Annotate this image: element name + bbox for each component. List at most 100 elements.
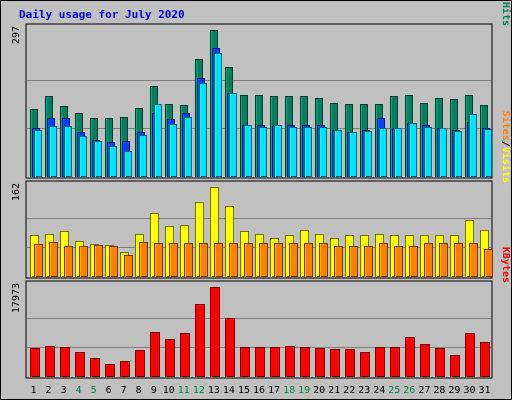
bar-kbytes-day-12 xyxy=(195,304,205,377)
bar-sites-day-24 xyxy=(379,243,388,277)
x-tick-label: 26 xyxy=(403,385,415,396)
bar-kbytes-day-1 xyxy=(30,348,40,377)
bar-kbytes-day-23 xyxy=(360,352,370,377)
bar-kbytes-day-18 xyxy=(285,346,295,377)
panel-visits-sites: 162 Sites/Visits xyxy=(11,111,512,279)
bar-kbytes-day-5 xyxy=(90,358,100,377)
x-tick-label: 9 xyxy=(151,385,157,396)
bar-sites-day-25 xyxy=(394,246,403,277)
bar-kbytes-day-3 xyxy=(60,347,70,377)
bar-kbytes-day-27 xyxy=(420,344,430,377)
bar-kbytes-day-8 xyxy=(135,350,145,377)
bar-pages-day-24 xyxy=(379,128,387,177)
series-kbytes xyxy=(30,287,490,377)
bar-sites-day-14 xyxy=(229,243,238,277)
bar-kbytes-day-11 xyxy=(180,333,190,377)
bar-kbytes-day-22 xyxy=(345,349,355,377)
bar-sites-day-4 xyxy=(79,246,88,277)
bar-pages-day-7 xyxy=(124,151,132,177)
bar-pages-day-31 xyxy=(484,129,492,177)
bar-pages-day-15 xyxy=(244,125,252,177)
bar-sites-day-11 xyxy=(184,243,193,277)
bar-sites-day-19 xyxy=(304,243,313,277)
bar-sites-day-29 xyxy=(454,243,463,277)
x-tick-label: 2 xyxy=(45,385,51,396)
bar-sites-day-3 xyxy=(64,246,73,277)
bar-kbytes-day-10 xyxy=(165,339,175,377)
series-pages xyxy=(34,53,492,177)
bar-kbytes-day-21 xyxy=(330,349,340,377)
x-tick-label: 25 xyxy=(388,385,400,396)
bar-pages-day-25 xyxy=(394,128,402,177)
legend-label: Pages/Files/Hits xyxy=(500,0,512,26)
panel-hits-files-pages: 297 Pages/Files/Hits xyxy=(11,0,512,179)
bar-kbytes-day-29 xyxy=(450,355,460,377)
bar-kbytes-day-25 xyxy=(390,347,400,377)
bar-pages-day-5 xyxy=(94,141,102,177)
x-tick-label: 6 xyxy=(106,385,112,396)
series-sites xyxy=(34,242,493,277)
bar-sites-day-17 xyxy=(274,243,283,277)
x-tick-label: 23 xyxy=(358,385,370,396)
x-tick-label: 12 xyxy=(193,385,205,396)
legend-entry: KBytes xyxy=(500,247,511,283)
bar-kbytes-day-17 xyxy=(270,347,280,377)
bar-sites-day-27 xyxy=(424,243,433,277)
bar-pages-day-18 xyxy=(289,127,297,177)
x-tick-label: 3 xyxy=(61,385,67,396)
bar-pages-day-6 xyxy=(109,146,117,177)
bar-kbytes-day-13 xyxy=(210,287,220,377)
bar-kbytes-day-9 xyxy=(150,332,160,377)
bar-sites-day-10 xyxy=(169,243,178,277)
bar-pages-day-2 xyxy=(49,126,57,177)
x-tick-label: 1 xyxy=(30,385,36,396)
bar-kbytes-day-28 xyxy=(435,348,445,377)
legend-entry: Hits xyxy=(500,2,512,26)
bar-pages-day-20 xyxy=(319,127,327,177)
legend-entry: / xyxy=(500,0,511,2)
y-max-label: 297 xyxy=(11,26,22,44)
bar-sites-day-2 xyxy=(49,242,58,277)
bar-sites-day-9 xyxy=(154,243,163,277)
bar-sites-day-15 xyxy=(244,243,253,277)
bar-sites-day-23 xyxy=(364,246,373,277)
bar-kbytes-day-26 xyxy=(405,337,415,377)
bar-kbytes-day-30 xyxy=(465,333,475,377)
panel-kbytes: 17973 KBytes xyxy=(11,247,511,379)
y-max-label: 162 xyxy=(11,183,22,201)
bar-kbytes-day-4 xyxy=(75,352,85,377)
legend-label: KBytes xyxy=(500,247,511,283)
x-tick-label: 24 xyxy=(373,385,385,396)
bar-sites-day-5 xyxy=(94,245,103,277)
bar-kbytes-day-31 xyxy=(480,342,490,377)
bar-sites-day-18 xyxy=(289,243,298,277)
x-axis-labels: 1 2 3 4 5 6 7 8 9 10 11 12 13 14 15 16 17 18 19 20 21 22 23 24 2… xyxy=(30,385,490,396)
bar-kbytes-day-20 xyxy=(315,348,325,377)
chart-panels: 297 Pages/Files/Hits 162Sites/Visits17973K… xyxy=(11,0,512,379)
bar-pages-day-12 xyxy=(199,83,207,177)
bar-sites-day-6 xyxy=(109,246,118,277)
x-tick-label: 29 xyxy=(448,385,460,396)
bar-sites-day-30 xyxy=(469,243,478,277)
bar-kbytes-day-6 xyxy=(105,364,115,377)
x-tick-label: 18 xyxy=(283,385,295,396)
bar-sites-day-28 xyxy=(439,243,448,277)
bar-pages-day-8 xyxy=(139,135,147,177)
bar-kbytes-day-24 xyxy=(375,347,385,377)
bar-kbytes-day-2 xyxy=(45,346,55,377)
x-tick-label: 11 xyxy=(178,385,190,396)
bar-pages-day-29 xyxy=(454,131,462,177)
x-tick-label: 20 xyxy=(313,385,325,396)
x-tick-label: 27 xyxy=(418,385,430,396)
bar-kbytes-day-16 xyxy=(255,347,265,377)
bar-sites-day-31 xyxy=(484,249,493,277)
bar-pages-day-22 xyxy=(349,132,357,177)
x-tick-label: 21 xyxy=(328,385,340,396)
bar-sites-day-26 xyxy=(409,246,418,277)
x-tick-label: 4 xyxy=(76,385,82,396)
bar-sites-day-1 xyxy=(34,244,43,277)
x-tick-label: 5 xyxy=(91,385,97,396)
x-tick-label: 7 xyxy=(121,385,127,396)
bar-sites-day-13 xyxy=(214,243,223,277)
